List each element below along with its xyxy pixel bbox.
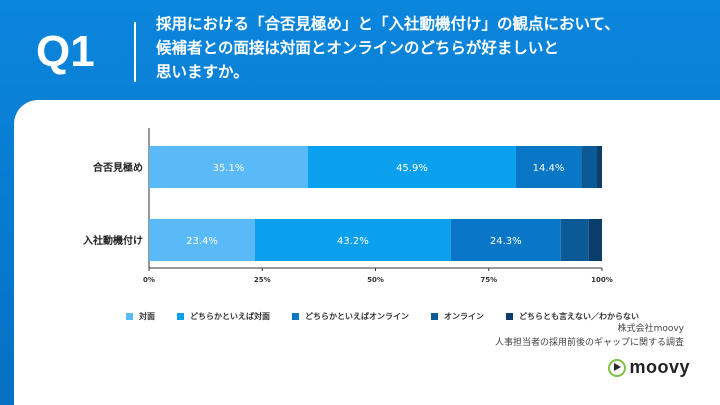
bar-segment — [597, 146, 602, 188]
bar-segment — [588, 219, 602, 261]
chart-card: 0% 25% 50% 75% 100% 合否見極め 35.1% 45.9% 14.4% 入社動機付… — [14, 100, 720, 405]
data-label: 24.3% — [490, 236, 522, 247]
legend-item: 対面 — [126, 311, 155, 322]
category-label: 入社動機付け — [83, 234, 143, 247]
legend-swatch — [506, 312, 513, 320]
legend-item: オンライン — [431, 311, 484, 322]
question-number: Q1 — [36, 27, 95, 76]
data-label: 45.9% — [396, 163, 428, 174]
source-company: 株式会社moovy — [617, 324, 684, 334]
header-divider — [134, 22, 136, 82]
data-label: 14.4% — [533, 163, 565, 174]
stacked-bar-chart: 0% 25% 50% 75% 100% 合否見極め 35.1% 45.9% 14.4% 入社動機付… — [83, 128, 613, 284]
legend-swatch — [177, 312, 184, 320]
legend-label: オンライン — [444, 311, 484, 321]
moovy-logo: moovy — [608, 357, 690, 378]
logo-text: moovy — [629, 357, 690, 377]
bar-segment — [255, 219, 451, 261]
bar-segment — [149, 219, 256, 261]
x-tick-label: 100% — [591, 276, 613, 284]
legend-label: どちらかといえば対面 — [190, 311, 270, 321]
data-label: 23.4% — [186, 236, 218, 247]
bar-segment — [581, 146, 598, 188]
x-tick-label: 75% — [480, 276, 497, 284]
data-label: 43.2% — [337, 236, 369, 247]
legend-item: どちらとも言えない／わからない — [506, 311, 639, 322]
data-label: 35.1% — [213, 163, 245, 174]
question-line: 採用における「合否見極め」と「入社動機付け」の観点において、 — [156, 15, 620, 33]
bar-segment — [450, 219, 561, 261]
chart-legend: 対面 どちらかといえば対面 どちらかといえばオンライン オンライン どちらとも言えない／… — [126, 309, 661, 323]
question-line: 思いますか。 — [156, 63, 249, 81]
source-note: 株式会社moovy 人事担当者の採用前後のギャップに関する調査 — [495, 322, 684, 350]
bar-segment — [149, 146, 309, 188]
legend-label: どちらかといえばオンライン — [305, 311, 409, 321]
legend-swatch — [126, 312, 133, 320]
x-tick-label: 25% — [254, 276, 271, 284]
x-tick-label: 0% — [143, 276, 155, 284]
legend-item: どちらかといえば対面 — [177, 311, 270, 322]
question-text: 採用における「合否見極め」と「入社動機付け」の観点において、 候補者との面接は対… — [156, 12, 696, 84]
category-label: 合否見極め — [92, 161, 143, 174]
header: Q1 採用における「合否見極め」と「入社動機付け」の観点において、 候補者との面… — [0, 0, 720, 118]
legend-item: どちらかといえばオンライン — [292, 311, 409, 322]
question-line: 候補者との面接は対面とオンラインのどちらが好ましいと — [156, 39, 559, 57]
play-logo-icon — [608, 358, 627, 377]
legend-label: 対面 — [139, 311, 155, 321]
bar-segment — [308, 146, 516, 188]
bar-segment — [560, 219, 589, 261]
bar-segment — [515, 146, 582, 188]
x-tick-label: 50% — [367, 276, 384, 284]
source-survey: 人事担当者の採用前後のギャップに関する調査 — [494, 338, 684, 348]
legend-swatch — [292, 312, 299, 320]
legend-label: どちらとも言えない／わからない — [519, 311, 639, 321]
legend-swatch — [431, 312, 438, 320]
